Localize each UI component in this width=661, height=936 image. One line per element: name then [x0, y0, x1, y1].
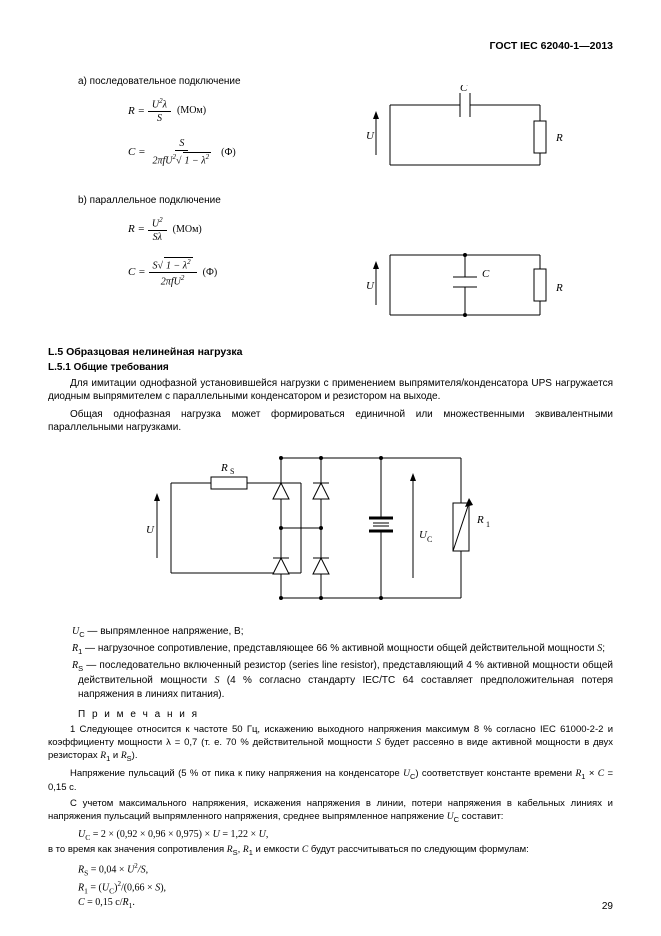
fraction: S√1 − λ2 2πfU2 — [149, 257, 197, 288]
formula-a-R: R = U2λ S (МОм) — [128, 97, 236, 124]
note-paragraph: С учетом максимального напряжения, искаж… — [48, 798, 613, 825]
paragraph: Общая однофазная нагрузка может формиров… — [48, 408, 613, 435]
note-formula: C = 0,15 с/R1. — [78, 897, 613, 910]
denominator: 2πfU2√1 − λ2 — [149, 151, 216, 166]
denominator: S — [153, 112, 166, 124]
main-diagram-wrap: U R S U C R 1 — [48, 443, 613, 613]
svg-text:U: U — [146, 524, 155, 536]
svg-text:U: U — [366, 280, 375, 292]
denominator: Sλ — [149, 231, 166, 243]
numerator: S — [175, 138, 188, 151]
svg-text:R: R — [555, 132, 563, 144]
diagram-rc-series: U C R — [360, 85, 580, 180]
definition-rs: RS — последовательно включенный резистор… — [78, 659, 613, 701]
formula-block-a: R = U2λ S (МОм) С = S 2πfU2√1 − λ2 (Ф) — [128, 97, 236, 181]
fraction: U2 Sλ — [148, 216, 167, 243]
denominator: 2πfU2 — [157, 273, 189, 287]
note-paragraph: Напряжение пульсаций (5 % от пика к пику… — [48, 768, 613, 795]
formula-lhs: R = — [128, 105, 145, 117]
unit: (Ф) — [203, 267, 218, 278]
definition-uc: UC — выпрямленное напряжение, В; — [78, 625, 613, 640]
definition-r1: R1 — нагрузочное сопротивление, представ… — [78, 642, 613, 657]
formula-a-C: С = S 2πfU2√1 − λ2 (Ф) — [128, 138, 236, 166]
svg-text:C: C — [427, 535, 432, 544]
unit: (МОм) — [173, 224, 202, 235]
section-heading-L5: L.5 Образцовая нелинейная нагрузка — [48, 346, 613, 358]
unit: (МОм) — [177, 105, 206, 116]
diagram-rectifier: U R S U C R 1 — [141, 443, 521, 613]
numerator: U2λ — [148, 97, 171, 112]
svg-text:C: C — [482, 268, 490, 280]
page: ГОСТ IEC 62040-1—2013 а) последовательно… — [0, 0, 661, 936]
svg-text:R: R — [476, 514, 484, 526]
svg-text:S: S — [230, 467, 234, 476]
page-number: 29 — [602, 901, 613, 912]
fraction: U2λ S — [148, 97, 171, 124]
diagram-rc-parallel: U C R — [360, 235, 580, 330]
fraction: S 2πfU2√1 − λ2 — [149, 138, 216, 166]
svg-text:R: R — [220, 462, 228, 474]
notes-heading: П р и м е ч а н и я — [78, 709, 613, 720]
formula-block-b: R = U2 Sλ (МОм) С = S√1 − λ2 2πfU2 (Ф) — [128, 216, 217, 302]
item-b-label: b) параллельное подключение — [78, 195, 613, 206]
section-heading-L51: L.5.1 Общие требования — [48, 362, 613, 373]
note-paragraph: в то время как значения сопротивления RS… — [48, 844, 613, 858]
unit: (Ф) — [221, 147, 236, 158]
formula-b-R: R = U2 Sλ (МОм) — [128, 216, 217, 243]
paragraph: Для имитации однофазной установившейся н… — [48, 377, 613, 404]
formula-lhs: С = — [128, 146, 146, 158]
formula-lhs: С = — [128, 266, 146, 278]
numerator: S√1 − λ2 — [149, 257, 197, 273]
note-formula: UC = 2 × (0,92 × 0,96 × 0,975) × U = 1,2… — [78, 829, 613, 842]
formula-lhs: R = — [128, 223, 145, 235]
document-header: ГОСТ IEC 62040-1—2013 — [48, 40, 613, 52]
formula-b-C: С = S√1 − λ2 2πfU2 (Ф) — [128, 257, 217, 288]
note-formula: RS = 0,04 × U2/S, — [78, 862, 613, 877]
note-formula: R1 = (UC)2/(0,66 × S), — [78, 880, 613, 895]
svg-text:1: 1 — [486, 520, 490, 529]
svg-text:C: C — [460, 85, 468, 94]
svg-text:U: U — [366, 130, 375, 142]
svg-text:R: R — [555, 282, 563, 294]
numerator: U2 — [148, 216, 167, 231]
note-paragraph: 1 Следующее относится к частоте 50 Гц, и… — [48, 724, 613, 764]
